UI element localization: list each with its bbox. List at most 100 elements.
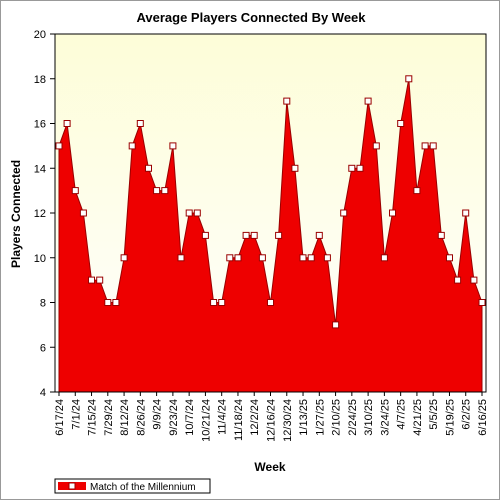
data-point [413,187,421,195]
x-tick-label: 6/17/24 [54,399,66,436]
data-point [299,254,307,262]
data-point [250,231,258,239]
x-tick-label: 12/2/24 [249,399,261,436]
data-point [128,142,136,150]
data-point [185,209,193,217]
data-point [478,299,486,306]
data-point [332,321,340,329]
legend-label: Match of the Millennium [90,482,196,493]
data-point [437,231,445,239]
x-tick-label: 4/7/25 [396,399,408,430]
data-point [218,299,226,306]
x-tick-label: 5/19/25 [445,399,457,436]
data-point [340,209,348,217]
data-point [177,254,185,262]
data-point [104,299,112,306]
data-point [462,209,470,217]
data-point [454,276,462,284]
legend-marker [68,482,76,490]
data-point [421,142,429,150]
x-tick-label: 3/10/25 [363,399,375,436]
y-tick-label: 20 [34,29,46,41]
x-tick-labels: 6/17/24 7/1/24 7/15/24 7/29/24 8/12/24 8/26/2… [54,392,489,442]
data-point [71,187,79,195]
data-point [79,209,87,217]
data-point [446,254,453,262]
y-tick-label: 12 [34,208,46,220]
data-point [397,120,405,127]
y-axis-title: Players Connected [9,160,23,268]
x-tick-label: 10/21/24 [200,399,212,442]
data-point [380,254,388,262]
data-point [55,142,63,150]
data-point [258,254,266,262]
y-tick-label: 10 [34,253,46,265]
data-point [372,142,380,150]
data-point [88,276,95,284]
data-point [323,254,331,262]
x-tick-label: 7/29/24 [103,399,115,436]
x-tick-label: 6/2/25 [461,399,473,430]
y-tick-labels: 4 6 8 10 12 14 16 18 20 [34,29,55,399]
x-tick-label: 12/30/24 [282,399,294,442]
x-tick-label: 2/24/25 [347,399,359,436]
data-point [307,254,315,262]
data-point [429,142,437,150]
data-point [161,187,169,195]
data-point [136,120,144,127]
y-tick-label: 8 [40,298,46,310]
data-point [169,142,177,150]
data-point [193,209,201,217]
data-point [210,299,218,306]
x-tick-label: 8/26/24 [135,399,147,436]
y-tick-label: 6 [40,342,46,354]
data-point [356,164,364,172]
data-point [145,164,152,172]
data-point [153,187,161,195]
x-tick-label: 4/21/25 [412,399,424,436]
data-point [405,75,413,83]
x-tick-label: 5/5/25 [428,399,440,430]
x-tick-label: 11/18/24 [233,399,245,441]
data-point [283,97,291,105]
data-point [63,120,71,127]
data-point [234,254,242,262]
data-point [275,231,283,239]
x-tick-label: 7/1/24 [70,399,82,430]
y-tick-label: 14 [34,163,46,175]
x-axis-title: Week [254,460,285,474]
data-point [267,299,274,306]
data-point [470,276,478,284]
data-point [315,231,323,239]
series-area-path [58,78,483,393]
x-tick-label: 3/24/25 [379,399,391,436]
x-tick-label: 12/16/24 [266,399,278,442]
series-area [58,78,483,393]
x-tick-label: 2/10/25 [331,399,343,436]
y-tick-label: 18 [34,74,46,86]
x-tick-label: 7/15/24 [87,399,99,436]
legend-box [54,478,211,494]
chart-title: Average Players Connected By Week [136,10,366,25]
data-point [226,254,234,262]
x-tick-label: 10/7/24 [184,399,196,436]
data-point [348,164,356,172]
data-point [201,231,209,239]
data-point [291,164,299,172]
x-tick-label: 1/27/25 [314,399,326,436]
x-tick-label: 11/4/24 [217,399,229,435]
y-tick-label: 16 [34,119,46,131]
data-point [242,231,250,239]
legend: Match of the Millennium [54,478,211,494]
x-tick-label: 1/13/25 [298,399,310,436]
y-tick-label: 4 [40,387,46,399]
series-markers [55,75,486,329]
x-tick-label: 9/23/24 [168,399,180,436]
data-point [364,97,372,105]
x-tick-label: 8/12/24 [119,399,131,436]
data-point [96,276,104,284]
data-point [112,299,120,306]
x-tick-label: 6/16/25 [477,399,489,436]
